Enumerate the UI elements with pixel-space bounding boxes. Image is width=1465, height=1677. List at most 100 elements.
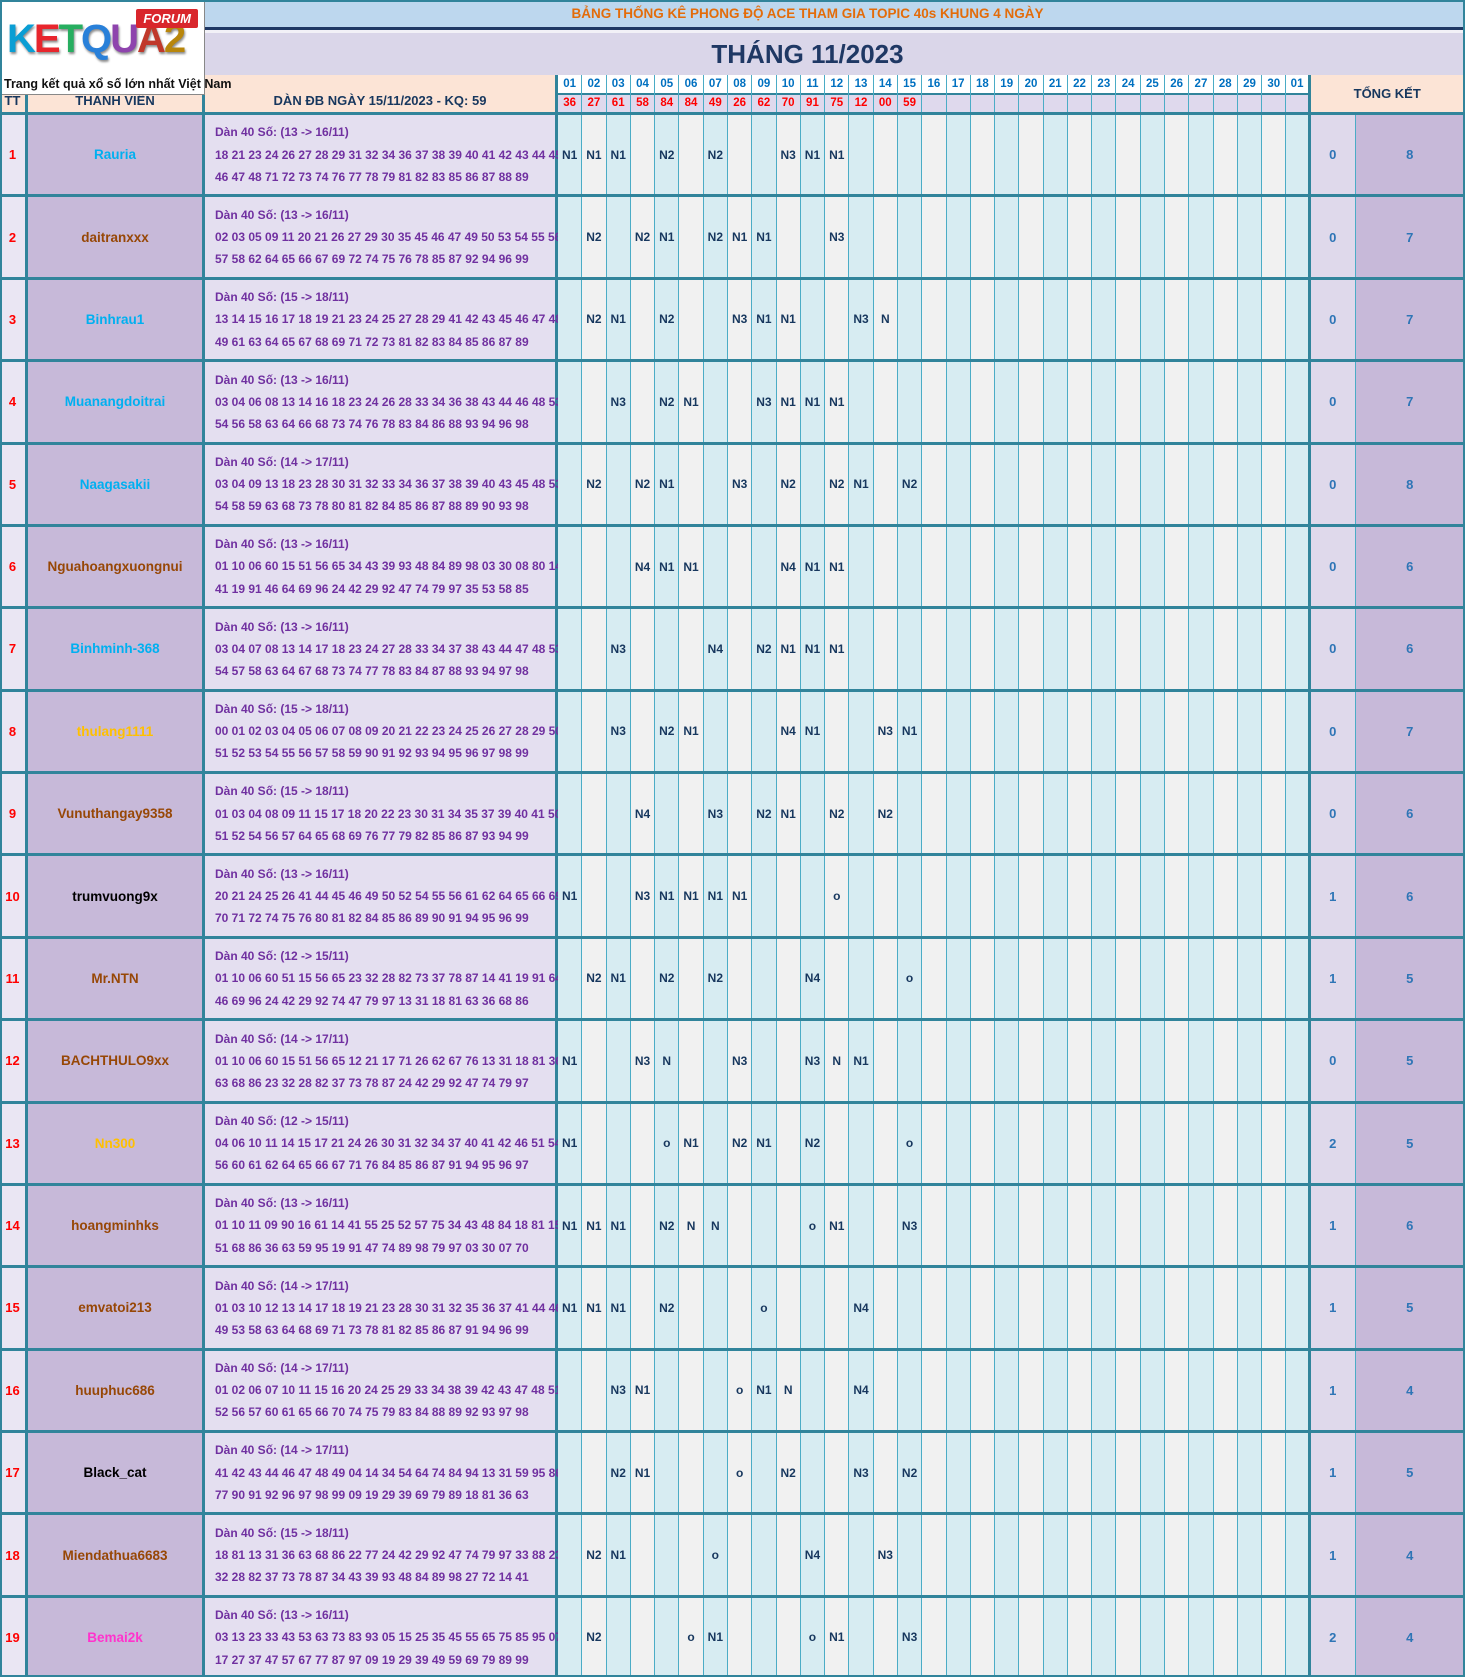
- day-mark-cell: [1092, 115, 1117, 195]
- day-mark-cell: [558, 362, 583, 442]
- row-index: 17: [0, 1433, 28, 1513]
- day-mark-cell: [1092, 1185, 1117, 1266]
- member-row: 5 Naagasakii Dàn 40 Số: (14 -> 17/11) 03 04…: [0, 444, 1465, 527]
- dan-numbers-cell: Dàn 40 Số: (13 -> 16/11) 01 10 11 09 90 1…: [205, 1185, 561, 1266]
- member-row: 8 thulang1111 Dàn 40 Số: (15 -> 18/11) 00 0…: [0, 691, 1465, 774]
- day-mark-cell: [1286, 856, 1311, 936]
- day-mark-cell: [995, 444, 1020, 524]
- day-mark-cell: [703, 691, 728, 771]
- day-result: 49: [703, 94, 727, 112]
- day-mark-cell: [970, 938, 996, 1019]
- day-result: [1262, 94, 1286, 112]
- day-mark-cell: [995, 774, 1020, 854]
- member-name[interactable]: Vunuthangay9358: [28, 774, 205, 854]
- member-name[interactable]: Nn300: [28, 1103, 205, 1183]
- day-mark-cell: N3: [606, 691, 631, 771]
- day-mark-cell: [1165, 856, 1190, 936]
- day-mark-cell: N1: [679, 856, 704, 936]
- day-mark-cell: [1043, 1021, 1068, 1101]
- day-mark-cell: N3: [800, 1021, 826, 1101]
- day-mark-cell: [825, 1515, 850, 1595]
- member-name[interactable]: Naagasakii: [28, 444, 205, 524]
- day-mark-cell: [897, 856, 923, 936]
- day-mark-cell: [1213, 1268, 1238, 1348]
- day-mark-cell: [752, 444, 777, 524]
- day-mark-cell: N3: [703, 774, 728, 854]
- day-mark-cell: N1: [825, 115, 850, 195]
- day-mark-cell: [1165, 1185, 1190, 1266]
- day-mark-cell: [1140, 856, 1166, 936]
- day-mark-cell: [1092, 774, 1117, 854]
- day-mark-cell: [849, 774, 874, 854]
- dan-numbers-cell: Dàn 40 Số: (14 -> 17/11) 01 02 06 07 10 1…: [205, 1350, 561, 1430]
- member-name[interactable]: Black_cat: [28, 1433, 205, 1513]
- member-name[interactable]: hoangminhks: [28, 1185, 205, 1266]
- day-mark-cell: N1: [679, 1103, 704, 1183]
- day-mark-cell: [1043, 197, 1068, 277]
- day-mark-cell: [873, 609, 898, 689]
- member-name[interactable]: Muanangdoitrai: [28, 362, 205, 442]
- ketqua2-logo[interactable]: KETQUA2 FORUM Trang kết quả xổ số lớn nh…: [0, 0, 231, 95]
- day-header-col: 19: [995, 75, 1020, 112]
- dan-numbers-line: 70 71 72 74 75 76 80 81 82 84 85 86 89 9…: [215, 911, 529, 926]
- dan-numbers-cell: Dàn 40 Số: (13 -> 16/11) 03 04 07 08 13 1…: [205, 609, 562, 689]
- member-name[interactable]: daitranxxx: [28, 197, 205, 277]
- day-mark-cell: [1092, 197, 1117, 277]
- total-header: TỔNG KẾT: [1310, 75, 1464, 112]
- dan-numbers-line: 04 06 10 11 14 15 17 21 24 26 30 31 32 3…: [215, 1136, 562, 1151]
- day-mark-cell: [1189, 609, 1214, 689]
- day-mark-cell: [946, 856, 971, 936]
- day-mark-cell: [1043, 1268, 1068, 1348]
- day-mark-cell: [727, 938, 753, 1019]
- dan-numbers-line: 46 69 96 24 42 29 92 74 47 79 97 13 31 1…: [215, 993, 529, 1008]
- day-mark-cell: [1189, 1185, 1214, 1266]
- day-mark-cell: [1092, 1021, 1117, 1101]
- member-name[interactable]: Nguahoangxuongnui: [28, 526, 205, 607]
- day-mark-cell: [606, 1597, 631, 1677]
- member-name[interactable]: Mr.NTN: [28, 938, 205, 1019]
- member-name[interactable]: Miendathua6683: [28, 1515, 205, 1595]
- day-number: 12: [825, 75, 849, 95]
- total-miss-count: 2: [1310, 1103, 1356, 1183]
- dan-numbers-line: 18 81 13 31 36 63 68 86 22 77 24 42 29 9…: [215, 1547, 562, 1562]
- member-name[interactable]: Binhminh-368: [28, 609, 205, 689]
- total-miss-count: 0: [1310, 444, 1356, 524]
- day-mark-cell: [1165, 1350, 1190, 1430]
- day-mark-cell: [1286, 1515, 1311, 1595]
- day-mark-cell: [1116, 197, 1141, 277]
- day-mark-cell: [727, 1268, 753, 1348]
- member-name[interactable]: thulang1111: [28, 691, 205, 771]
- day-mark-cell: [1019, 691, 1044, 771]
- day-mark-cell: [897, 1268, 923, 1348]
- member-name[interactable]: Bemai2k: [28, 1597, 205, 1677]
- day-mark-cell: [1213, 774, 1238, 854]
- member-name[interactable]: huuphuc686: [28, 1350, 205, 1430]
- member-name[interactable]: trumvuong9x: [28, 856, 205, 936]
- day-mark-cell: [1262, 609, 1287, 689]
- day-mark-cell: [1213, 856, 1238, 936]
- day-mark-cell: [630, 938, 656, 1019]
- total-miss-count: 1: [1310, 1515, 1356, 1595]
- member-name[interactable]: BACHTHULO9xx: [28, 1021, 205, 1101]
- day-mark-cell: [558, 279, 583, 360]
- dan-numbers-line: 52 56 57 60 61 65 66 70 74 75 79 83 84 8…: [215, 1405, 529, 1420]
- day-mark-cell: N4: [800, 1515, 826, 1595]
- day-mark-cell: N2: [630, 444, 656, 524]
- day-number: 21: [1043, 75, 1067, 95]
- day-mark-cell: [1213, 1433, 1238, 1513]
- day-mark-cell: [1140, 1597, 1166, 1677]
- day-mark-cell: [995, 1433, 1020, 1513]
- member-name[interactable]: Binhrau1: [28, 279, 205, 360]
- day-mark-cell: [727, 115, 753, 195]
- day-mark-cell: [1043, 444, 1068, 524]
- member-name[interactable]: Rauria: [28, 115, 205, 195]
- day-mark-cell: [1237, 1021, 1263, 1101]
- day-mark-cell: [1092, 938, 1117, 1019]
- day-mark-cell: [873, 1350, 898, 1430]
- day-mark-cell: [558, 444, 583, 524]
- member-name[interactable]: emvatoi213: [28, 1268, 205, 1348]
- day-mark-cell: N1: [606, 279, 631, 360]
- day-mark-cell: [1019, 1185, 1044, 1266]
- day-mark-cell: o: [897, 1103, 923, 1183]
- day-mark-cell: [1067, 526, 1093, 607]
